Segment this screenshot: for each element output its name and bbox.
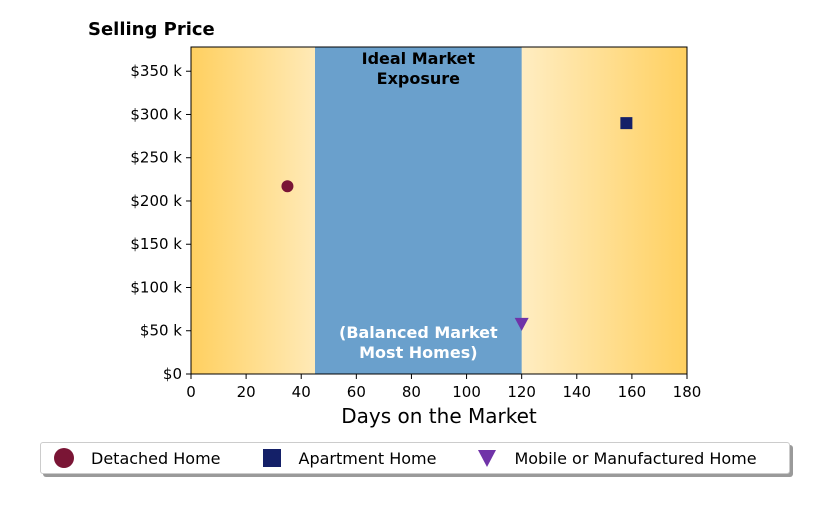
x-tick-label: 40	[292, 383, 311, 401]
point-detached-home	[281, 180, 294, 193]
x-axis-title: Days on the Market	[341, 404, 537, 428]
legend-item-mobile-home: Mobile or Manufactured Home	[476, 447, 757, 469]
band-bottom-label: Most Homes)	[359, 343, 477, 362]
triangle-down-marker-icon	[476, 447, 498, 469]
y-tick-label: $150 k	[130, 235, 182, 253]
band-top-label: Ideal Market	[362, 49, 476, 68]
x-tick-label: 80	[402, 383, 421, 401]
x-tick-label: 140	[562, 383, 591, 401]
y-tick-label: $200 k	[130, 192, 182, 210]
y-tick-label: $0	[163, 365, 182, 383]
band-top-label: Exposure	[377, 69, 461, 88]
band-bottom-label: (Balanced Market	[339, 323, 498, 342]
x-tick-label: 20	[237, 383, 256, 401]
x-tick-label: 0	[186, 383, 196, 401]
legend: Detached Home Apartment Home Mobile or M…	[40, 442, 790, 474]
x-tick-label: 120	[507, 383, 536, 401]
plot-frame	[190, 46, 688, 375]
chart-title: Selling Price	[88, 19, 215, 40]
legend-label: Apartment Home	[298, 448, 437, 468]
legend-item-detached-home: Detached Home	[53, 447, 221, 469]
legend-label: Detached Home	[91, 448, 221, 468]
y-tick-label: $300 k	[130, 105, 182, 123]
x-tick-label: 100	[452, 383, 481, 401]
circle-marker-icon	[53, 447, 75, 469]
y-tick-label: $250 k	[130, 149, 182, 167]
y-tick-label: $50 k	[140, 322, 182, 340]
legend-item-apartment-home: Apartment Home	[261, 447, 437, 469]
ideal-band-rect	[315, 47, 522, 374]
legend-label: Mobile or Manufactured Home	[514, 448, 757, 468]
point-apartment-home	[620, 117, 633, 130]
point-mobile-home	[514, 317, 529, 331]
y-tick-label: $100 k	[130, 278, 182, 296]
x-tick-label: 180	[673, 383, 702, 401]
x-tick-label: 160	[618, 383, 647, 401]
square-marker-icon	[261, 447, 283, 469]
axes: 0 20 40 60 80 100 120 140 160 180 $0 $50 k $100 k $15…	[130, 46, 702, 401]
y-tick-label: $350 k	[130, 62, 182, 80]
data-points	[281, 117, 633, 331]
x-tick-label: 60	[347, 383, 366, 401]
